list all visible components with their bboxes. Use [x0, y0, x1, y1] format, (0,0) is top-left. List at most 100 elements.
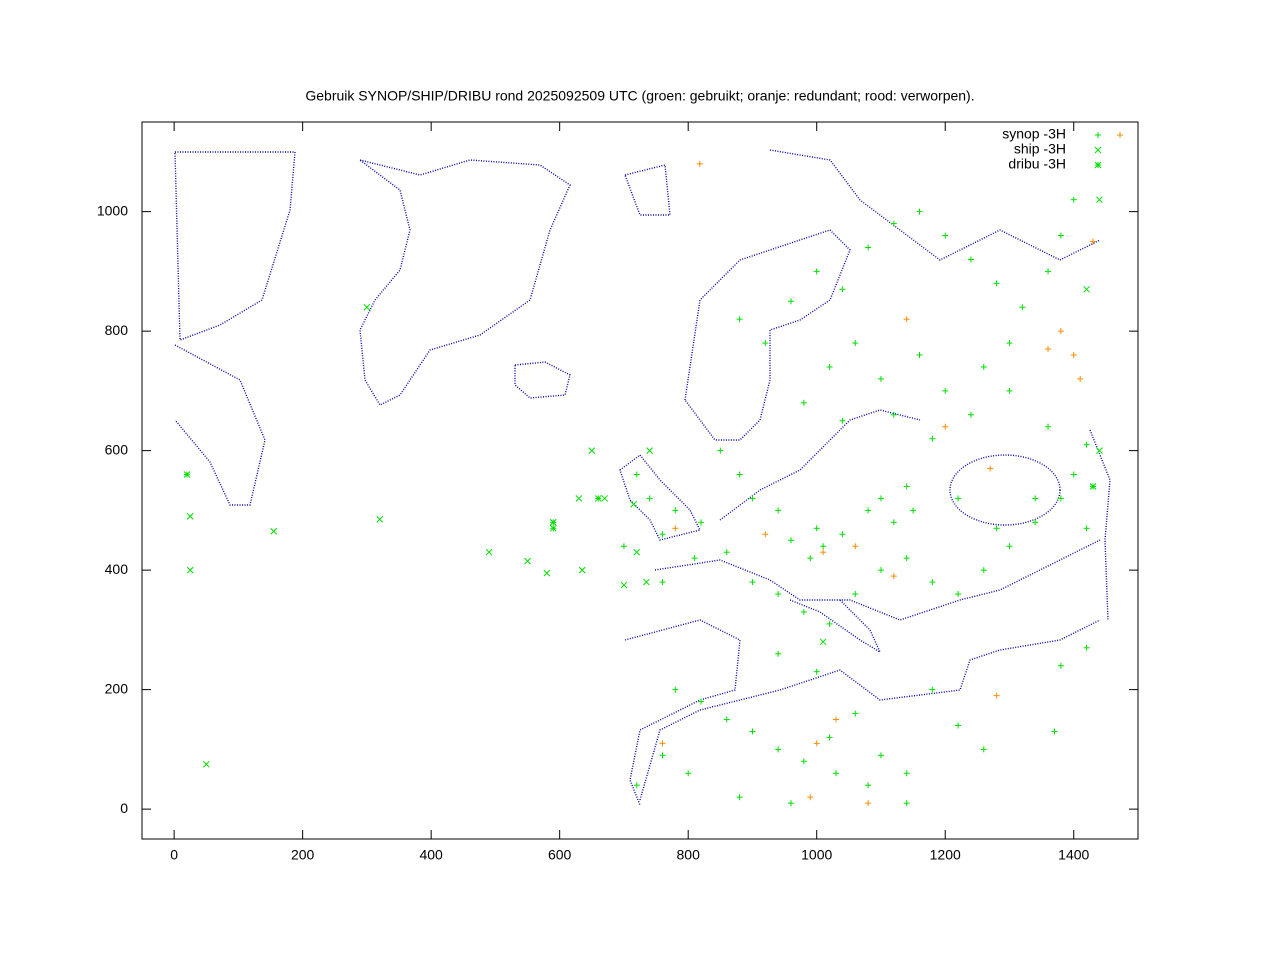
point	[788, 800, 795, 807]
point	[800, 758, 807, 765]
point	[736, 794, 743, 801]
coastline	[719, 409, 921, 521]
point	[202, 760, 210, 768]
point	[993, 692, 1000, 699]
marker-stroke	[620, 581, 628, 589]
point	[813, 525, 820, 532]
legend-label: dribu -3H	[1008, 156, 1066, 172]
point	[376, 515, 384, 523]
coastline	[769, 149, 1101, 261]
point	[916, 208, 923, 215]
point	[813, 740, 820, 747]
legend-marker	[1117, 132, 1123, 138]
point	[852, 710, 859, 717]
marker-stroke	[270, 527, 278, 535]
marker-stroke	[1094, 161, 1102, 169]
point	[839, 531, 846, 538]
point	[749, 728, 756, 735]
point	[698, 698, 705, 705]
marker-stroke	[1096, 447, 1103, 454]
point	[877, 375, 884, 382]
point	[659, 579, 666, 586]
coastline	[174, 344, 266, 506]
point	[1070, 471, 1077, 478]
point	[916, 352, 923, 359]
coastline	[174, 151, 296, 342]
point	[800, 399, 807, 406]
point	[877, 567, 884, 574]
point	[813, 268, 820, 275]
point	[987, 465, 994, 472]
point	[865, 244, 872, 251]
point	[363, 303, 371, 311]
point	[877, 495, 884, 502]
point	[839, 286, 846, 293]
point	[903, 555, 910, 562]
point	[852, 340, 859, 347]
marker-stroke	[376, 515, 384, 523]
point	[524, 557, 531, 565]
point	[1051, 728, 1058, 735]
point	[736, 471, 743, 478]
point	[1057, 662, 1064, 669]
point	[762, 531, 769, 538]
x-tick-label: 1200	[930, 847, 961, 863]
point	[633, 548, 641, 556]
point	[1070, 352, 1077, 359]
point	[659, 740, 666, 747]
marker-stroke	[183, 471, 191, 478]
coastline	[619, 454, 702, 541]
marker-stroke	[549, 518, 557, 526]
point	[646, 495, 653, 502]
marker-stroke	[601, 495, 609, 502]
marker-stroke	[363, 303, 371, 311]
point	[826, 620, 833, 627]
marker-stroke	[549, 524, 557, 532]
point	[659, 531, 666, 538]
marker-stroke	[1089, 483, 1097, 490]
x-tick-label: 800	[677, 847, 701, 863]
point	[807, 555, 814, 562]
point	[186, 566, 194, 574]
x-tick-label: 1000	[801, 847, 832, 863]
point	[696, 160, 703, 167]
point	[723, 716, 730, 723]
point	[910, 507, 917, 514]
point	[775, 650, 782, 657]
marker-stroke	[630, 501, 637, 508]
x-tick-label: 1400	[1058, 847, 1089, 863]
point	[183, 471, 191, 478]
coastline	[789, 599, 882, 654]
point	[717, 447, 724, 454]
point	[839, 417, 846, 424]
point	[967, 411, 974, 418]
point	[819, 638, 827, 646]
point	[903, 770, 910, 777]
coastlines	[174, 149, 1111, 806]
point	[1057, 328, 1064, 335]
point	[749, 579, 756, 586]
point	[1089, 483, 1097, 490]
point	[1083, 285, 1090, 293]
point	[775, 746, 782, 753]
point	[852, 543, 859, 550]
point	[1077, 375, 1084, 382]
point	[736, 316, 743, 323]
point	[903, 316, 910, 323]
point	[865, 800, 872, 807]
point	[980, 746, 987, 753]
marker-stroke	[633, 548, 641, 556]
point	[594, 495, 602, 502]
point	[890, 573, 897, 580]
point	[993, 525, 1000, 532]
point	[1083, 525, 1090, 532]
y-tick-label: 400	[105, 561, 129, 577]
point	[955, 591, 962, 598]
y-tick-label: 600	[105, 441, 129, 457]
point	[890, 220, 897, 227]
point	[1096, 447, 1103, 454]
point	[1045, 268, 1052, 275]
point	[826, 363, 833, 370]
point	[903, 800, 910, 807]
point	[820, 549, 827, 556]
